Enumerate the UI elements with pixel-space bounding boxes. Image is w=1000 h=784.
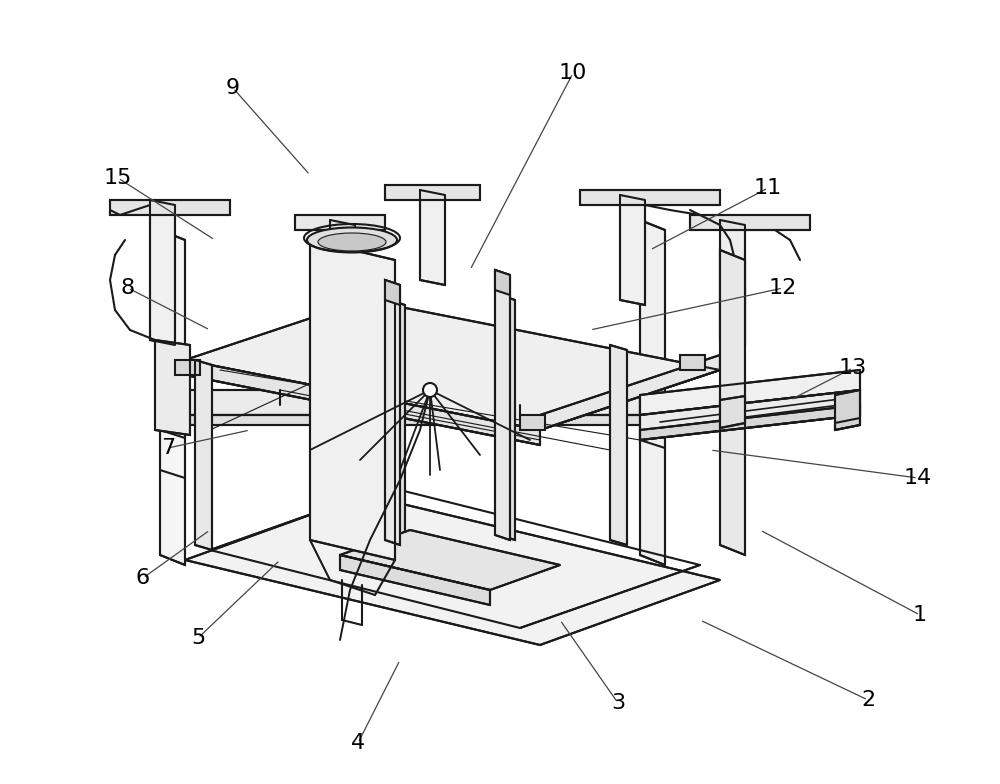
- Polygon shape: [640, 405, 860, 440]
- Text: 15: 15: [104, 168, 132, 188]
- Text: 11: 11: [754, 178, 782, 198]
- Polygon shape: [620, 195, 645, 305]
- Text: 7: 7: [161, 438, 175, 458]
- Polygon shape: [835, 390, 860, 430]
- Text: 14: 14: [904, 468, 932, 488]
- Text: 6: 6: [136, 568, 150, 588]
- Polygon shape: [185, 495, 720, 645]
- Polygon shape: [540, 355, 720, 430]
- Ellipse shape: [307, 227, 397, 252]
- Text: 3: 3: [611, 693, 625, 713]
- Polygon shape: [160, 415, 665, 425]
- Ellipse shape: [318, 233, 386, 251]
- Text: 10: 10: [559, 63, 587, 83]
- Text: 4: 4: [351, 733, 365, 753]
- Polygon shape: [640, 370, 860, 415]
- Polygon shape: [385, 280, 400, 545]
- Polygon shape: [295, 215, 385, 230]
- Polygon shape: [690, 215, 810, 230]
- Polygon shape: [580, 190, 720, 205]
- Polygon shape: [385, 280, 400, 305]
- Polygon shape: [720, 250, 745, 555]
- Polygon shape: [520, 415, 545, 430]
- Polygon shape: [185, 360, 540, 445]
- Polygon shape: [160, 230, 185, 565]
- Polygon shape: [150, 200, 175, 345]
- Polygon shape: [390, 300, 405, 545]
- Polygon shape: [420, 190, 445, 285]
- Polygon shape: [340, 355, 365, 370]
- Polygon shape: [340, 530, 560, 590]
- Polygon shape: [175, 360, 200, 375]
- Polygon shape: [495, 270, 510, 295]
- Text: 9: 9: [226, 78, 240, 98]
- Text: 2: 2: [861, 690, 875, 710]
- Text: 1: 1: [913, 605, 927, 625]
- Polygon shape: [155, 340, 190, 435]
- Polygon shape: [680, 355, 705, 370]
- Polygon shape: [640, 220, 665, 565]
- Polygon shape: [110, 200, 230, 215]
- Polygon shape: [185, 300, 720, 430]
- Polygon shape: [720, 396, 745, 428]
- Polygon shape: [610, 345, 627, 545]
- Polygon shape: [495, 270, 510, 540]
- Polygon shape: [500, 295, 515, 540]
- Text: 12: 12: [769, 278, 797, 298]
- Polygon shape: [160, 390, 640, 415]
- Polygon shape: [720, 220, 745, 345]
- Text: 5: 5: [191, 628, 205, 648]
- Polygon shape: [195, 360, 212, 550]
- Polygon shape: [640, 390, 860, 440]
- Polygon shape: [330, 220, 355, 325]
- Ellipse shape: [423, 383, 437, 397]
- Text: 8: 8: [121, 278, 135, 298]
- Polygon shape: [340, 555, 490, 605]
- Text: 13: 13: [839, 358, 867, 378]
- Polygon shape: [310, 240, 395, 560]
- Polygon shape: [385, 185, 480, 200]
